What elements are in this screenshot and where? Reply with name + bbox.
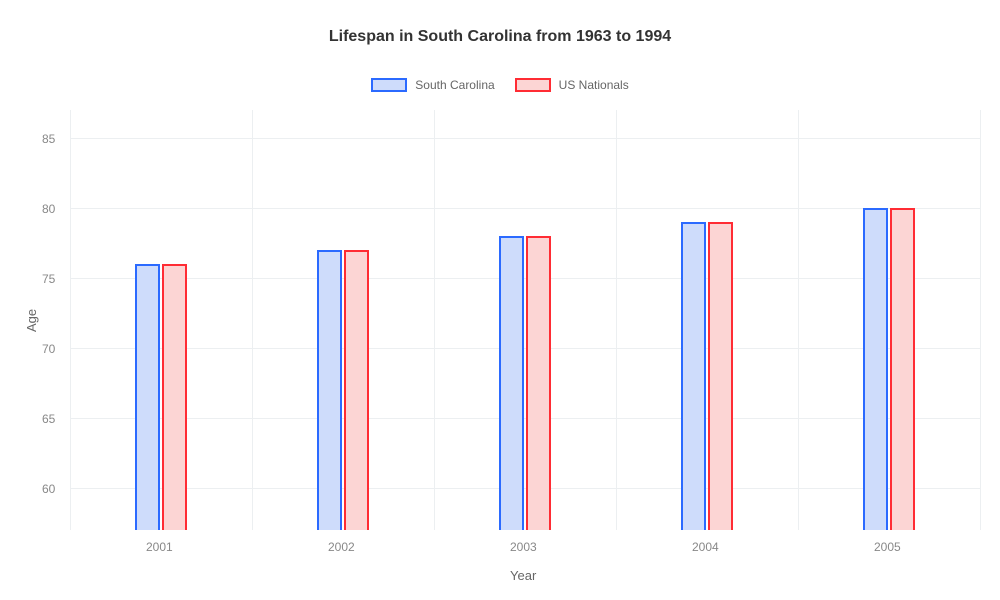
- bar: [681, 222, 706, 530]
- x-tick-label: 2002: [328, 540, 355, 554]
- x-tick-label: 2005: [874, 540, 901, 554]
- y-tick-label: 65: [42, 412, 55, 426]
- x-tick-label: 2004: [692, 540, 719, 554]
- chart-title: Lifespan in South Carolina from 1963 to …: [0, 28, 1000, 46]
- y-tick-label: 75: [42, 272, 55, 286]
- bar: [526, 236, 551, 530]
- bar: [890, 208, 915, 530]
- bar: [344, 250, 369, 530]
- y-tick-label: 70: [42, 342, 55, 356]
- y-axis-label: Age: [24, 309, 39, 332]
- legend-label-south-carolina: South Carolina: [415, 78, 494, 92]
- gridline-v: [252, 110, 253, 530]
- gridline-h: [70, 138, 980, 139]
- gridline-v: [980, 110, 981, 530]
- gridline-v: [434, 110, 435, 530]
- x-axis-label: Year: [510, 568, 536, 583]
- gridline-v: [70, 110, 71, 530]
- legend-swatch-us-nationals: [515, 78, 551, 92]
- bar: [162, 264, 187, 530]
- y-tick-label: 80: [42, 202, 55, 216]
- chart-container: Lifespan in South Carolina from 1963 to …: [0, 0, 1000, 600]
- gridline-h: [70, 208, 980, 209]
- plot-area: [70, 110, 980, 530]
- gridline-v: [798, 110, 799, 530]
- legend-item-us-nationals: US Nationals: [515, 78, 629, 92]
- bar: [499, 236, 524, 530]
- bar: [708, 222, 733, 530]
- bar: [317, 250, 342, 530]
- gridline-v: [616, 110, 617, 530]
- legend-swatch-south-carolina: [371, 78, 407, 92]
- bar: [863, 208, 888, 530]
- y-tick-label: 60: [42, 482, 55, 496]
- x-tick-label: 2003: [510, 540, 537, 554]
- legend-label-us-nationals: US Nationals: [559, 78, 629, 92]
- bar: [135, 264, 160, 530]
- legend-item-south-carolina: South Carolina: [371, 78, 494, 92]
- x-tick-label: 2001: [146, 540, 173, 554]
- y-tick-label: 85: [42, 132, 55, 146]
- legend: South Carolina US Nationals: [0, 78, 1000, 92]
